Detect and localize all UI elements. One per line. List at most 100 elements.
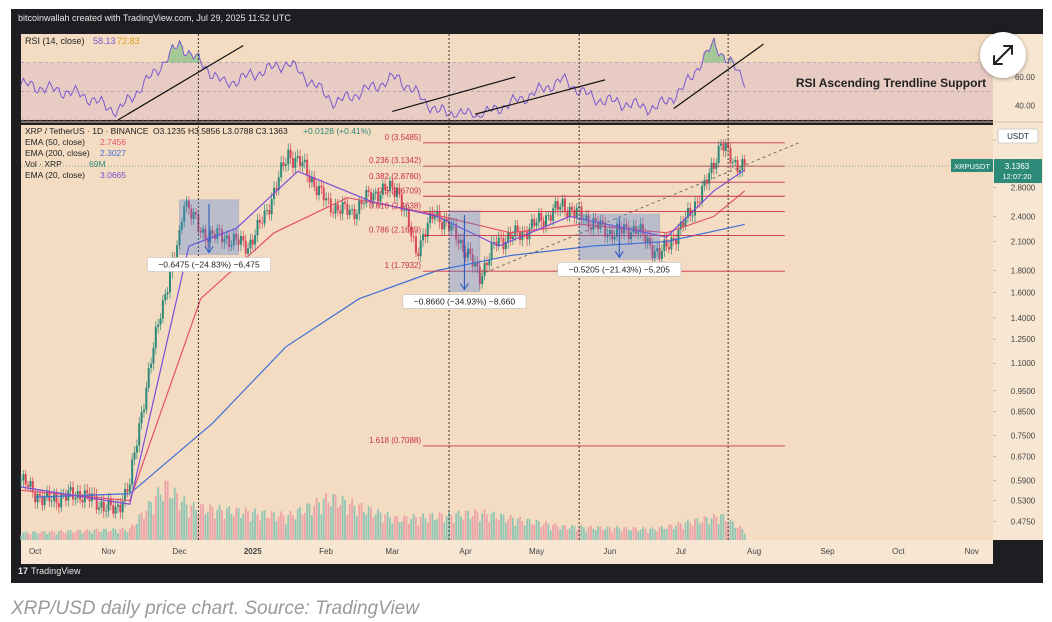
candle-body	[218, 228, 221, 230]
volume-bar	[27, 532, 29, 540]
volume-bar	[43, 531, 46, 540]
candle-body	[320, 185, 323, 188]
candle-body	[72, 487, 75, 500]
candle-body	[355, 213, 358, 220]
volume-bar	[741, 528, 744, 540]
volume-bar	[109, 530, 112, 540]
volume-bar	[653, 529, 656, 540]
expand-button[interactable]	[980, 32, 1026, 78]
candle-body	[599, 220, 602, 229]
candle-body	[393, 187, 396, 197]
volume-bar	[176, 492, 178, 540]
candle-body	[34, 492, 37, 503]
candle-body	[133, 452, 136, 460]
volume-bar	[48, 532, 51, 540]
candle-body	[592, 218, 595, 230]
candle-body	[41, 495, 44, 506]
volume-bar	[731, 521, 734, 540]
volume-bar	[348, 504, 351, 540]
volume-bar	[601, 530, 604, 540]
measure-label: −0.6475 (−24.83%) −6,475	[158, 259, 260, 269]
volume-bar	[533, 524, 536, 540]
candle-body	[471, 254, 474, 267]
volume-bar	[571, 525, 573, 540]
indicator-label: EMA (200, close)	[25, 148, 90, 158]
volume-bar	[266, 517, 268, 540]
candle-body	[729, 147, 732, 164]
candle-body	[225, 235, 228, 239]
volume-bar	[616, 526, 618, 540]
candle-body	[559, 206, 562, 210]
volume-bar	[154, 496, 157, 540]
volume-bar	[83, 530, 86, 540]
candle-body	[720, 143, 723, 146]
candle-body	[209, 230, 212, 243]
candle-body	[540, 212, 543, 222]
volume-bar	[209, 504, 212, 540]
volume-bar	[592, 528, 595, 540]
volume-bar	[57, 531, 60, 540]
candle-body	[566, 211, 569, 218]
candle-body	[24, 474, 27, 485]
volume-bar	[429, 514, 432, 540]
volume-bar	[225, 508, 228, 540]
volume-bar	[240, 517, 242, 540]
volume-bar	[195, 510, 197, 540]
volume-bar	[729, 519, 732, 540]
candle-body	[396, 187, 399, 197]
volume-bar	[242, 514, 245, 540]
candle-body	[738, 170, 741, 173]
candle-body	[74, 497, 77, 500]
candle-body	[166, 292, 169, 295]
volume-bar	[469, 518, 472, 540]
volume-bar	[121, 527, 124, 540]
volume-bar	[630, 530, 633, 540]
candle-body	[332, 212, 335, 214]
price-tick-label: 2.1000	[1011, 238, 1036, 247]
volume-bar	[147, 500, 150, 540]
volume-bar	[632, 527, 635, 540]
candle-body	[251, 239, 254, 245]
fib-level-label: 1 (1.7932)	[385, 261, 422, 270]
candle-body	[554, 201, 557, 209]
volume-bar	[31, 531, 34, 540]
volume-bar	[613, 528, 616, 540]
volume-bar	[448, 511, 450, 540]
candle-body	[247, 248, 250, 254]
volume-bar	[405, 516, 408, 540]
candle-body	[60, 494, 63, 508]
candle-body	[516, 225, 519, 233]
candle-body	[682, 221, 685, 227]
indicator-value: 2.7456	[100, 137, 126, 147]
volume-bar	[502, 514, 505, 540]
candle-body	[22, 474, 25, 481]
volume-bar	[363, 511, 365, 540]
candle-body	[580, 206, 583, 220]
volume-bar	[86, 529, 89, 540]
candle-body	[417, 253, 420, 257]
ema200-line	[35, 223, 745, 498]
candle-body	[637, 232, 640, 234]
candle-body	[358, 200, 361, 214]
volume-bar	[100, 531, 103, 540]
rsi-overbought-fill	[719, 53, 723, 63]
candle-body	[341, 201, 344, 214]
volume-bar	[611, 531, 614, 540]
tradingview-logo: 17 TradingView	[18, 566, 81, 576]
volume-bar	[322, 498, 325, 540]
volume-bar	[370, 507, 372, 540]
volume-bar	[93, 529, 96, 540]
candle-body	[412, 236, 415, 238]
candle-body	[500, 237, 503, 239]
candle-body	[306, 159, 309, 176]
rsi-overbought-fill	[722, 54, 725, 63]
candle-body	[164, 294, 167, 301]
time-tick-label: Mar	[385, 547, 399, 556]
volume-bar	[455, 513, 458, 540]
rsi-overbought-fill	[712, 38, 716, 63]
volume-bar	[575, 530, 578, 540]
candle-body	[216, 228, 219, 239]
rsi-trendline-3	[673, 43, 764, 110]
candle-body	[400, 194, 403, 211]
candle-body	[112, 505, 115, 514]
